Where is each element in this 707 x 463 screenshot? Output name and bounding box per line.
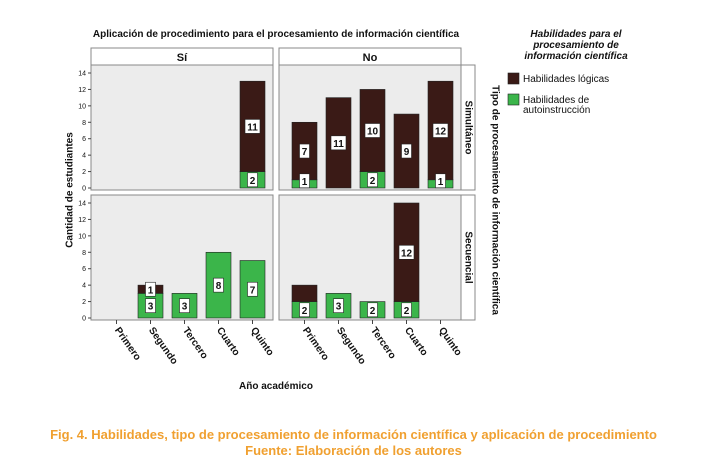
data-label: 10 <box>367 127 379 138</box>
y-tick-label: 0 <box>82 316 86 323</box>
y-tick-label: 12 <box>78 87 86 94</box>
data-label-box <box>432 123 449 138</box>
data-label: 2 <box>404 306 410 317</box>
data-label-box <box>401 143 412 159</box>
x-tick-label: Cuarto <box>402 325 429 358</box>
chart-title: Aplicación de procedimiento para el proc… <box>93 29 460 40</box>
data-label-box <box>333 298 344 313</box>
row-label: Simultáneo <box>462 101 473 155</box>
x-axis-label: Año académico <box>239 381 313 392</box>
data-label: 2 <box>250 176 256 187</box>
data-label-box <box>364 123 381 138</box>
data-label: 1 <box>302 177 308 188</box>
y-tick-label: 2 <box>82 169 86 176</box>
y-tick-label: 8 <box>82 250 86 257</box>
legend-label: autoinstrucción <box>523 105 590 116</box>
data-label-box <box>330 135 347 151</box>
data-label-box <box>299 173 310 189</box>
data-label: 2 <box>370 306 376 317</box>
data-label-box <box>145 298 156 313</box>
data-label-box <box>213 277 224 293</box>
data-label: 2 <box>370 176 376 187</box>
data-label: 11 <box>333 139 344 150</box>
data-label-box <box>179 298 190 313</box>
y-tick-label: 4 <box>82 153 86 160</box>
legend-swatch <box>507 93 520 106</box>
row-axis-label: Tipo de procesamiento de información cie… <box>489 85 500 315</box>
data-label: 12 <box>435 127 447 138</box>
y-tick-label: 6 <box>82 266 86 273</box>
data-label-box <box>244 119 261 134</box>
data-label-box <box>247 172 258 188</box>
data-label: 8 <box>216 281 222 292</box>
x-tick-label: Cuarto <box>214 325 241 358</box>
legend-title: Habilidades para el <box>530 29 621 40</box>
figure-caption: Fig. 4. Habilidades, tipo de procesamien… <box>50 427 657 442</box>
x-tick-label: Tercero <box>180 325 210 361</box>
y-tick-label: 14 <box>78 71 86 78</box>
y-tick-label: 0 <box>82 186 86 193</box>
y-tick-label: 12 <box>78 217 86 224</box>
data-label-box <box>299 302 310 318</box>
y-axis-label: Cantidad de estudiantes <box>65 132 76 248</box>
data-label: 1 <box>438 177 444 188</box>
data-label: 3 <box>336 302 342 313</box>
data-label: 2 <box>302 306 308 317</box>
faceted-bar-chart: Aplicación de procedimiento para el proc… <box>65 29 628 392</box>
bar-logicas <box>291 284 318 302</box>
y-tick-label: 10 <box>78 103 86 110</box>
data-label: 12 <box>401 248 413 259</box>
y-tick-label: 8 <box>82 120 86 127</box>
data-label: 9 <box>404 147 410 158</box>
x-tick-label: Quinto <box>248 325 275 358</box>
y-tick-label: 14 <box>78 201 86 208</box>
y-tick-label: 6 <box>82 136 86 143</box>
x-tick-label: Segundo <box>146 325 180 366</box>
x-tick-label: Primero <box>112 325 143 362</box>
figure-source: Fuente: Elaboración de los autores <box>245 443 462 458</box>
data-label-box <box>247 281 258 297</box>
x-tick-label: Tercero <box>368 325 398 361</box>
data-label-box <box>367 302 378 318</box>
legend-label: Habilidades de <box>523 95 590 106</box>
x-tick-label: Primero <box>300 325 331 362</box>
data-label-box <box>401 302 412 318</box>
row-label: Secuencial <box>462 231 473 283</box>
legend-swatch <box>507 72 520 85</box>
data-label: 3 <box>182 302 188 313</box>
data-label-box <box>299 143 310 159</box>
legend-label: Habilidades lógicas <box>523 74 609 85</box>
y-tick-label: 4 <box>82 283 86 290</box>
legend-title: procesamiento de <box>532 40 619 51</box>
column-label: Sí <box>177 52 188 64</box>
data-label-box <box>145 281 156 297</box>
y-tick-label: 10 <box>78 233 86 240</box>
column-label: No <box>363 52 378 64</box>
data-label-box <box>435 173 446 189</box>
legend-title: información científica <box>524 51 628 62</box>
data-label: 7 <box>302 147 308 158</box>
data-label: 11 <box>247 122 258 133</box>
data-label-box <box>398 244 415 260</box>
data-label: 1 <box>148 285 154 296</box>
data-label: 3 <box>148 302 154 313</box>
x-tick-label: Segundo <box>334 325 368 366</box>
x-tick-label: Quinto <box>436 325 463 358</box>
data-label: 7 <box>250 285 256 296</box>
bar-autoinstruccion <box>171 293 198 319</box>
data-label-box <box>367 172 378 188</box>
y-tick-label: 2 <box>82 299 86 306</box>
